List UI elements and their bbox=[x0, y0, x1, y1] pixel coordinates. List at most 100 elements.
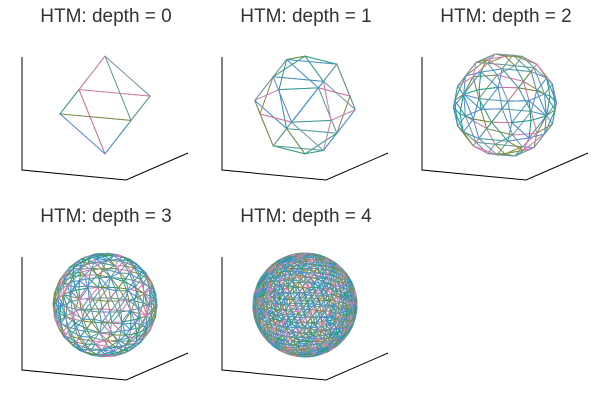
mesh-triangle bbox=[276, 303, 283, 312]
mesh-triangle bbox=[105, 353, 120, 358]
mesh-triangle bbox=[141, 318, 152, 331]
mesh-triangle bbox=[463, 93, 482, 117]
mesh-triangle bbox=[291, 349, 301, 354]
mesh-triangle bbox=[533, 123, 553, 148]
mesh-triangle bbox=[288, 344, 299, 351]
mesh-triangle bbox=[275, 258, 284, 264]
mesh-triangle bbox=[486, 62, 517, 76]
mesh-triangle bbox=[326, 293, 335, 300]
mesh-triangle bbox=[309, 310, 318, 318]
mesh-triangle bbox=[298, 352, 308, 356]
mesh-triangle bbox=[83, 298, 101, 313]
mesh-triangle bbox=[332, 297, 340, 306]
mesh-triangle bbox=[487, 153, 515, 157]
mesh-triangle bbox=[89, 332, 105, 342]
mesh-triangle bbox=[253, 302, 257, 310]
mesh-triangle bbox=[88, 268, 102, 280]
mesh-triangle bbox=[323, 109, 356, 151]
mesh-triangle bbox=[94, 258, 111, 264]
mesh-triangle bbox=[351, 304, 355, 312]
mesh-triangle bbox=[269, 306, 276, 315]
mesh-triangle bbox=[314, 352, 322, 355]
mesh-triangle bbox=[108, 299, 122, 313]
mesh-triangle bbox=[296, 292, 306, 302]
mesh-triangle bbox=[297, 345, 306, 350]
mesh-triangle bbox=[134, 312, 144, 326]
mesh-triangle bbox=[324, 329, 331, 336]
mesh-triangle bbox=[316, 321, 323, 328]
mesh-triangle bbox=[74, 319, 86, 332]
mesh-triangle bbox=[337, 282, 344, 292]
mesh-triangle bbox=[296, 340, 307, 347]
mesh-triangle bbox=[120, 320, 132, 332]
mesh-triangle bbox=[478, 71, 500, 91]
mesh-triangle bbox=[259, 308, 264, 316]
mesh-triangle bbox=[477, 121, 509, 142]
mesh-triangle bbox=[501, 108, 533, 136]
mesh-triangle bbox=[308, 354, 316, 357]
mesh-triangle bbox=[106, 259, 124, 270]
mesh-triangle bbox=[271, 336, 278, 343]
mesh-triangle bbox=[66, 325, 77, 337]
mesh-triangle bbox=[311, 340, 319, 346]
mesh-triangle bbox=[342, 282, 349, 293]
mesh-triangle bbox=[337, 337, 345, 344]
mesh-triangle bbox=[266, 286, 272, 295]
mesh-triangle bbox=[140, 329, 151, 343]
axes-1 bbox=[221, 57, 389, 181]
mesh-triangle bbox=[74, 343, 89, 353]
mesh-triangle bbox=[78, 89, 151, 155]
mesh-triangle bbox=[330, 327, 338, 336]
mesh-triangle bbox=[282, 315, 289, 323]
mesh-triangle bbox=[320, 272, 328, 278]
mesh-triangle bbox=[297, 260, 306, 267]
mesh-triangle bbox=[261, 323, 266, 331]
mesh-triangle bbox=[332, 336, 338, 343]
mesh-triangle bbox=[268, 264, 275, 271]
mesh-triangle bbox=[59, 303, 68, 317]
mesh-triangle bbox=[320, 325, 327, 332]
mesh-triangle bbox=[303, 55, 338, 83]
mesh-triangle bbox=[120, 309, 132, 324]
mesh-triangle bbox=[350, 291, 355, 300]
mesh-triangle bbox=[270, 271, 278, 279]
mesh-triangle bbox=[267, 300, 274, 310]
mesh-triangle bbox=[259, 314, 264, 321]
mesh-triangle bbox=[511, 110, 538, 136]
mesh-triangle bbox=[315, 255, 322, 258]
mesh-triangle bbox=[265, 316, 271, 324]
mesh-triangle bbox=[340, 267, 347, 274]
mesh-triangle bbox=[263, 328, 270, 336]
mesh-triangle bbox=[322, 338, 330, 344]
mesh-triangle bbox=[304, 260, 313, 265]
mesh-triangle bbox=[306, 254, 314, 259]
mesh-triangle bbox=[338, 311, 344, 319]
mesh-triangle bbox=[288, 256, 298, 262]
mesh-triangle bbox=[261, 298, 266, 306]
mesh-triangle bbox=[282, 291, 291, 301]
mesh-triangle bbox=[342, 305, 348, 313]
mesh-triangle bbox=[274, 275, 282, 283]
mesh-triangle bbox=[254, 59, 287, 101]
mesh-triangle bbox=[495, 53, 523, 57]
mesh-triangle bbox=[501, 54, 533, 73]
mesh-triangle bbox=[269, 279, 276, 288]
mesh-triangle bbox=[324, 257, 330, 261]
mesh-triangle bbox=[271, 332, 278, 339]
mesh-triangle bbox=[311, 258, 319, 264]
mesh-triangle bbox=[261, 269, 268, 277]
mesh-triangle bbox=[329, 259, 335, 264]
mesh-triangle bbox=[257, 306, 261, 314]
mesh-triangle bbox=[299, 327, 307, 334]
panel-3: HTM: depth = 3 bbox=[21, 206, 189, 381]
mesh-triangle bbox=[477, 137, 509, 156]
mesh-triangle bbox=[280, 298, 290, 306]
mesh-triangle bbox=[528, 93, 547, 117]
mesh-triangle bbox=[109, 254, 121, 261]
mesh-triangle bbox=[264, 333, 270, 340]
mesh-triangle bbox=[115, 290, 128, 302]
mesh-triangle bbox=[324, 283, 332, 290]
mesh-triangle bbox=[262, 281, 268, 291]
mesh-triangle bbox=[274, 284, 281, 292]
mesh-triangle bbox=[330, 269, 339, 278]
